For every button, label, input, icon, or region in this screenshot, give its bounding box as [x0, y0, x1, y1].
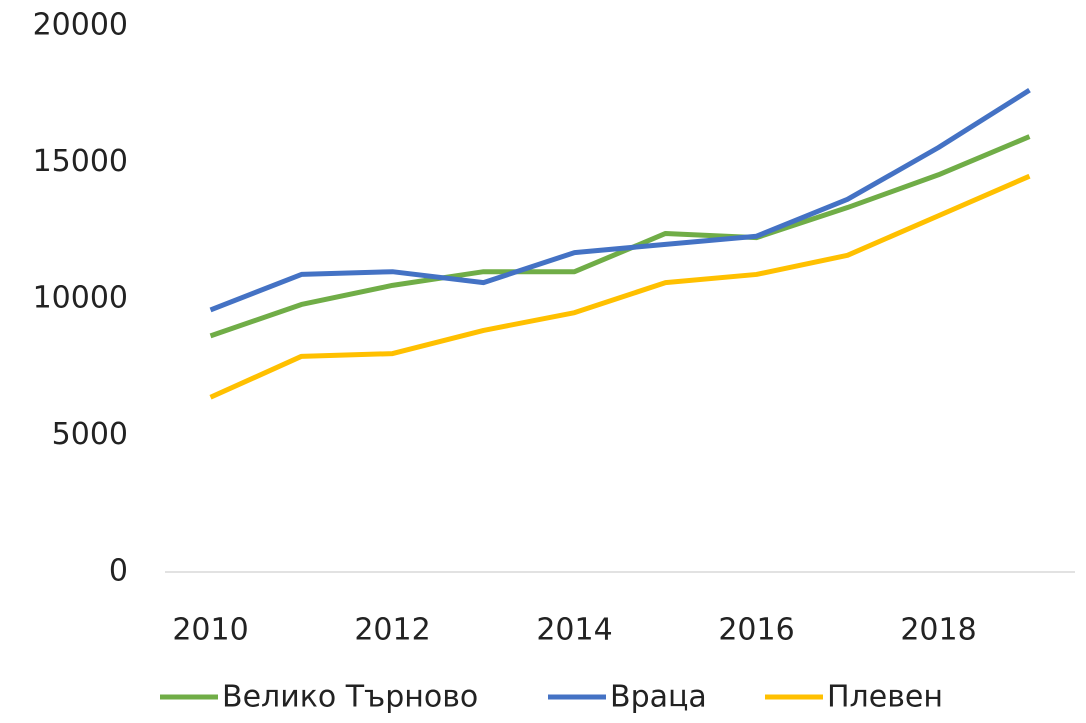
x-tick-label: 2014	[536, 613, 612, 648]
series-line	[209, 88, 1031, 313]
series-line	[209, 134, 1031, 339]
y-tick-label: 0	[109, 554, 128, 589]
x-tick-label: 2012	[354, 613, 430, 648]
legend-label: Велико Търново	[222, 680, 478, 715]
x-tick-label: 2016	[718, 613, 794, 648]
legend-label: Плевен	[827, 680, 943, 715]
y-tick-label: 10000	[33, 281, 128, 316]
legend-label: Враца	[610, 680, 707, 715]
y-tick-label: 5000	[52, 417, 128, 452]
y-tick-label: 15000	[33, 144, 128, 179]
y-tick-label: 20000	[33, 8, 128, 43]
series-line	[209, 173, 1031, 400]
x-tick-label: 2010	[172, 613, 248, 648]
x-tick-label: 2018	[900, 613, 976, 648]
